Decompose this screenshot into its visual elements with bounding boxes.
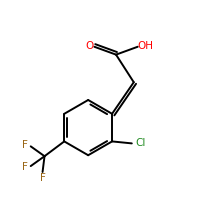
Text: OH: OH [138, 41, 154, 51]
Text: Cl: Cl [135, 138, 146, 148]
Text: F: F [22, 162, 28, 172]
Text: F: F [22, 140, 28, 150]
Text: O: O [85, 41, 94, 51]
Text: F: F [40, 173, 45, 183]
